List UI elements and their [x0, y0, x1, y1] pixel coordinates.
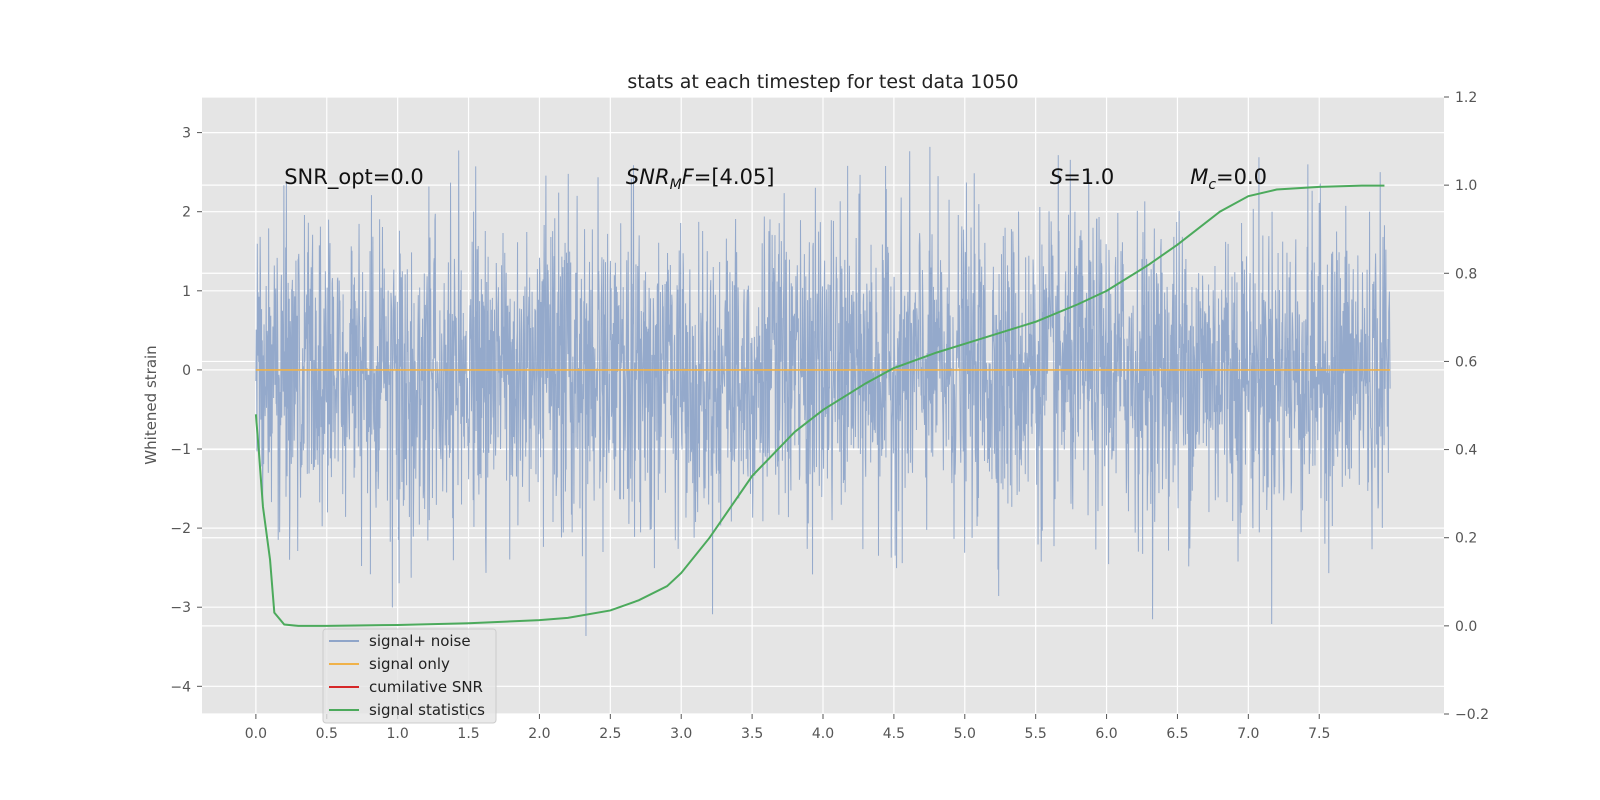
y2-tick-label: 0.2 [1455, 531, 1477, 547]
signal-noise-line [255, 146, 1391, 636]
signal-statistics-series [254, 184, 1385, 627]
y-tick-label: −4 [170, 679, 191, 695]
x-tick-label: 3.0 [670, 726, 692, 742]
y2-tick-label: −0.2 [1455, 707, 1489, 723]
chart-title: stats at each timestep for test data 105… [627, 71, 1018, 93]
y-tick-label: −3 [170, 600, 191, 616]
legend-label: cumilative SNR [369, 678, 483, 696]
x-tick-label: 7.0 [1237, 726, 1259, 742]
x-tick-label: 1.5 [457, 726, 479, 742]
y2-tick-label: 0.8 [1455, 266, 1477, 282]
x-tick-label: 7.5 [1308, 726, 1330, 742]
annotation: SNR_opt=0.0 [284, 165, 424, 190]
x-tick-label: 4.0 [812, 726, 834, 742]
x-tick-label: 4.5 [883, 726, 905, 742]
y2-tick-label: 1.2 [1455, 90, 1477, 106]
x-tick-label: 5.5 [1025, 726, 1047, 742]
y-tick-label: 1 [182, 284, 191, 300]
y2-tick-label: 0.6 [1455, 354, 1477, 370]
y2-axis: −0.2 0.0 0.2 0.4 0.6 0.8 1.0 1.2 [1444, 90, 1489, 723]
y2-tick-label: 0.4 [1455, 443, 1477, 459]
y-tick-label: 0 [182, 363, 191, 379]
x-tick-label: 0.0 [245, 726, 267, 742]
y-tick-label: −1 [170, 442, 191, 458]
x-tick-label: 3.5 [741, 726, 763, 742]
y2-tick-label: 0.0 [1455, 619, 1477, 635]
legend-label: signal only [369, 655, 450, 673]
legend-label: signal+ noise [369, 632, 471, 650]
x-tick-label: 6.0 [1095, 726, 1117, 742]
legend: signal+ noise signal only cumilative SNR si… [322, 628, 497, 724]
x-tick-label: 2.0 [528, 726, 550, 742]
y-tick-label: −2 [170, 521, 191, 537]
x-tick-label: 6.5 [1166, 726, 1188, 742]
x-tick-label: 0.5 [316, 726, 338, 742]
annotation: Mc=0.0 [1190, 165, 1267, 193]
legend-label: signal statistics [369, 701, 485, 719]
annotation: S=1.0 [1050, 165, 1114, 189]
y-axis-label: Whitened strain [142, 345, 160, 464]
x-axis: 0.0 0.5 1.0 1.5 2.0 2.5 3.0 3.5 4.0 4.5 5.0 5.5 6.0 6… [245, 714, 1330, 742]
annotations: SNR_opt=0.0 SNRMF=[4.05] S=1.0 Mc=0.0 [284, 165, 1267, 193]
y-tick-label: 2 [182, 205, 191, 221]
x-tick-label: 1.0 [387, 726, 409, 742]
x-tick-label: 2.5 [599, 726, 621, 742]
y-tick-label: 3 [182, 126, 191, 142]
legend-box [322, 628, 497, 724]
annotation: SNRMF=[4.05] [626, 165, 775, 193]
signal-statistics-line [254, 184, 1385, 627]
x-tick-label: 5.0 [954, 726, 976, 742]
y2-tick-label: 1.0 [1455, 178, 1477, 194]
signal-noise-series [255, 146, 1391, 636]
y-axis: −4 −3 −2 −1 0 1 2 3 [170, 126, 202, 695]
